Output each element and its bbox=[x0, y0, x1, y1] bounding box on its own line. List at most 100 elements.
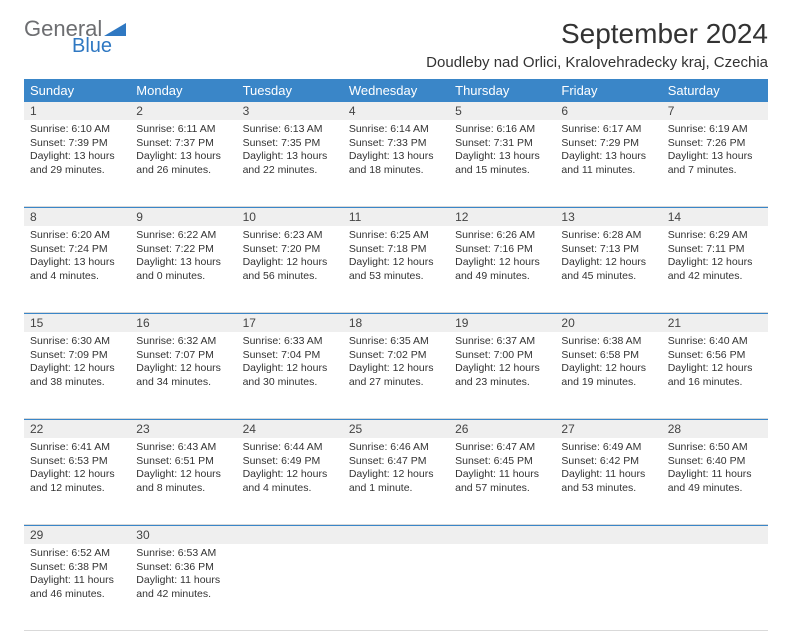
day-cell bbox=[662, 544, 768, 630]
day-number: 15 bbox=[24, 314, 130, 332]
sunset-line: Sunset: 7:11 PM bbox=[668, 243, 762, 257]
daylight-line: Daylight: 13 hours bbox=[30, 150, 124, 164]
week-row: Sunrise: 6:30 AMSunset: 7:09 PMDaylight:… bbox=[24, 332, 768, 419]
daylight-line: Daylight: 13 hours bbox=[30, 256, 124, 270]
sunset-line: Sunset: 6:42 PM bbox=[561, 455, 655, 469]
day-number: 8 bbox=[24, 208, 130, 226]
daylight-line: Daylight: 12 hours bbox=[455, 256, 549, 270]
daylight-line: and 42 minutes. bbox=[136, 588, 230, 602]
day-cell bbox=[555, 544, 661, 630]
daynum-row: 1234567 bbox=[24, 102, 768, 120]
daylight-line: Daylight: 12 hours bbox=[561, 362, 655, 376]
daylight-line: and 27 minutes. bbox=[349, 376, 443, 390]
dow-header-row: Sunday Monday Tuesday Wednesday Thursday… bbox=[24, 79, 768, 102]
daylight-line: and 15 minutes. bbox=[455, 164, 549, 178]
day-number: 16 bbox=[130, 314, 236, 332]
dow-cell: Tuesday bbox=[237, 79, 343, 102]
day-number: 2 bbox=[130, 102, 236, 120]
day-cell: Sunrise: 6:23 AMSunset: 7:20 PMDaylight:… bbox=[237, 226, 343, 312]
sunrise-line: Sunrise: 6:22 AM bbox=[136, 229, 230, 243]
sunset-line: Sunset: 7:29 PM bbox=[561, 137, 655, 151]
daylight-line: Daylight: 12 hours bbox=[30, 468, 124, 482]
day-number: 6 bbox=[555, 102, 661, 120]
daylight-line: Daylight: 13 hours bbox=[136, 150, 230, 164]
daylight-line: Daylight: 13 hours bbox=[668, 150, 762, 164]
daylight-line: and 12 minutes. bbox=[30, 482, 124, 496]
day-number: 10 bbox=[237, 208, 343, 226]
daylight-line: Daylight: 12 hours bbox=[668, 362, 762, 376]
sunrise-line: Sunrise: 6:26 AM bbox=[455, 229, 549, 243]
day-number: 23 bbox=[130, 420, 236, 438]
day-number: 11 bbox=[343, 208, 449, 226]
week-row: Sunrise: 6:10 AMSunset: 7:39 PMDaylight:… bbox=[24, 120, 768, 207]
sunset-line: Sunset: 7:07 PM bbox=[136, 349, 230, 363]
sunrise-line: Sunrise: 6:16 AM bbox=[455, 123, 549, 137]
day-cell: Sunrise: 6:44 AMSunset: 6:49 PMDaylight:… bbox=[237, 438, 343, 524]
day-cell bbox=[343, 544, 449, 630]
day-cell bbox=[449, 544, 555, 630]
day-cell: Sunrise: 6:25 AMSunset: 7:18 PMDaylight:… bbox=[343, 226, 449, 312]
title-block: September 2024 Doudleby nad Orlici, Kral… bbox=[426, 18, 768, 71]
day-number bbox=[662, 526, 768, 544]
sunrise-line: Sunrise: 6:35 AM bbox=[349, 335, 443, 349]
sunrise-line: Sunrise: 6:30 AM bbox=[30, 335, 124, 349]
month-title: September 2024 bbox=[426, 18, 768, 50]
day-number: 9 bbox=[130, 208, 236, 226]
daylight-line: and 34 minutes. bbox=[136, 376, 230, 390]
sunset-line: Sunset: 7:26 PM bbox=[668, 137, 762, 151]
sunrise-line: Sunrise: 6:19 AM bbox=[668, 123, 762, 137]
daylight-line: Daylight: 13 hours bbox=[136, 256, 230, 270]
day-number: 13 bbox=[555, 208, 661, 226]
sunrise-line: Sunrise: 6:46 AM bbox=[349, 441, 443, 455]
day-number: 28 bbox=[662, 420, 768, 438]
daylight-line: and 30 minutes. bbox=[243, 376, 337, 390]
daylight-line: and 23 minutes. bbox=[455, 376, 549, 390]
day-cell: Sunrise: 6:22 AMSunset: 7:22 PMDaylight:… bbox=[130, 226, 236, 312]
daylight-line: Daylight: 13 hours bbox=[455, 150, 549, 164]
day-cell: Sunrise: 6:37 AMSunset: 7:00 PMDaylight:… bbox=[449, 332, 555, 418]
day-cell: Sunrise: 6:29 AMSunset: 7:11 PMDaylight:… bbox=[662, 226, 768, 312]
sunrise-line: Sunrise: 6:38 AM bbox=[561, 335, 655, 349]
sunset-line: Sunset: 7:20 PM bbox=[243, 243, 337, 257]
sunset-line: Sunset: 7:04 PM bbox=[243, 349, 337, 363]
sunset-line: Sunset: 7:22 PM bbox=[136, 243, 230, 257]
daylight-line: Daylight: 12 hours bbox=[561, 256, 655, 270]
weeks-container: 1234567Sunrise: 6:10 AMSunset: 7:39 PMDa… bbox=[24, 102, 768, 631]
daylight-line: Daylight: 13 hours bbox=[349, 150, 443, 164]
sunrise-line: Sunrise: 6:29 AM bbox=[668, 229, 762, 243]
sunset-line: Sunset: 6:40 PM bbox=[668, 455, 762, 469]
day-number: 14 bbox=[662, 208, 768, 226]
day-number: 17 bbox=[237, 314, 343, 332]
sunrise-line: Sunrise: 6:49 AM bbox=[561, 441, 655, 455]
day-number: 20 bbox=[555, 314, 661, 332]
daylight-line: and 0 minutes. bbox=[136, 270, 230, 284]
daylight-line: Daylight: 11 hours bbox=[561, 468, 655, 482]
sunset-line: Sunset: 7:39 PM bbox=[30, 137, 124, 151]
day-number bbox=[237, 526, 343, 544]
dow-cell: Thursday bbox=[449, 79, 555, 102]
daylight-line: Daylight: 12 hours bbox=[349, 362, 443, 376]
sunset-line: Sunset: 6:53 PM bbox=[30, 455, 124, 469]
daylight-line: and 29 minutes. bbox=[30, 164, 124, 178]
daylight-line: and 49 minutes. bbox=[455, 270, 549, 284]
sunset-line: Sunset: 7:37 PM bbox=[136, 137, 230, 151]
sunrise-line: Sunrise: 6:17 AM bbox=[561, 123, 655, 137]
calendar: Sunday Monday Tuesday Wednesday Thursday… bbox=[24, 79, 768, 631]
sunrise-line: Sunrise: 6:33 AM bbox=[243, 335, 337, 349]
day-number: 24 bbox=[237, 420, 343, 438]
sunrise-line: Sunrise: 6:11 AM bbox=[136, 123, 230, 137]
daylight-line: Daylight: 11 hours bbox=[668, 468, 762, 482]
day-cell: Sunrise: 6:28 AMSunset: 7:13 PMDaylight:… bbox=[555, 226, 661, 312]
daylight-line: Daylight: 12 hours bbox=[668, 256, 762, 270]
sunrise-line: Sunrise: 6:43 AM bbox=[136, 441, 230, 455]
daynum-row: 22232425262728 bbox=[24, 419, 768, 438]
sunrise-line: Sunrise: 6:41 AM bbox=[30, 441, 124, 455]
day-number: 26 bbox=[449, 420, 555, 438]
day-cell: Sunrise: 6:52 AMSunset: 6:38 PMDaylight:… bbox=[24, 544, 130, 630]
daynum-row: 15161718192021 bbox=[24, 313, 768, 332]
daylight-line: and 11 minutes. bbox=[561, 164, 655, 178]
day-cell: Sunrise: 6:13 AMSunset: 7:35 PMDaylight:… bbox=[237, 120, 343, 206]
day-cell: Sunrise: 6:20 AMSunset: 7:24 PMDaylight:… bbox=[24, 226, 130, 312]
daylight-line: and 4 minutes. bbox=[243, 482, 337, 496]
daylight-line: Daylight: 12 hours bbox=[136, 362, 230, 376]
